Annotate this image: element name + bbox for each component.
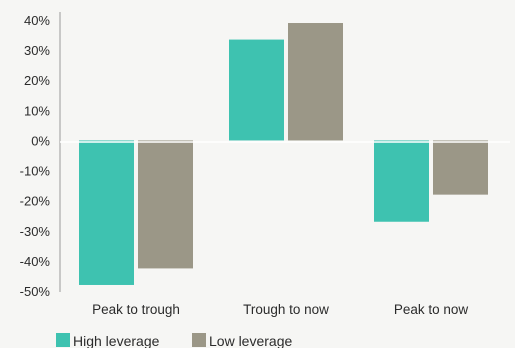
x-category-label: Peak to trough [92, 302, 180, 317]
bar-high-leverage [229, 39, 284, 141]
x-category-label: Trough to now [243, 302, 329, 317]
bar-high-leverage [374, 140, 429, 222]
y-tick-label: 10% [24, 103, 50, 118]
legend-swatch [56, 333, 70, 347]
y-tick-label: -40% [20, 254, 51, 269]
y-tick-label: -20% [20, 194, 51, 209]
legend-label: High leverage [73, 333, 160, 348]
y-tick-label: 30% [24, 43, 50, 58]
legend: High leverage Low leverage [56, 333, 292, 348]
y-tick-label: 0% [31, 133, 50, 148]
y-tick-label: -50% [20, 284, 51, 299]
bar-low-leverage [433, 140, 488, 195]
y-tick-label: -30% [20, 224, 51, 239]
legend-label: Low leverage [209, 333, 292, 348]
bar-low-leverage [288, 23, 343, 141]
y-tick-label: 40% [24, 13, 50, 28]
x-category-label: Peak to now [394, 302, 469, 317]
y-tick-label: -10% [20, 164, 51, 179]
bars [79, 23, 488, 285]
legend-swatch [192, 333, 206, 347]
bar-high-leverage [79, 140, 134, 285]
y-axis-ticks: 40% 30% 20% 10% 0% -10% -20% -30% -40% -50% [20, 13, 51, 299]
y-tick-label: 20% [24, 73, 50, 88]
x-axis-labels: Peak to trough Trough to now Peak to now [92, 302, 468, 317]
bar-low-leverage [138, 140, 193, 269]
